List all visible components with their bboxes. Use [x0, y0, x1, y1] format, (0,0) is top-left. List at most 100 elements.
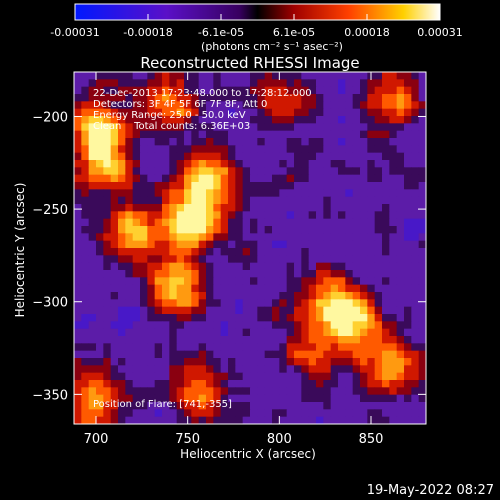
heatmap-cell	[257, 240, 266, 249]
heatmap-cell	[169, 189, 178, 198]
heatmap-cell	[418, 130, 427, 139]
heatmap-cell	[389, 226, 398, 234]
heatmap-cell	[213, 343, 222, 352]
heatmap-cell	[389, 204, 398, 212]
heatmap-cell	[301, 152, 310, 161]
heatmap-cell	[235, 233, 244, 242]
heatmap-cell	[176, 138, 185, 146]
heatmap-cell	[286, 380, 295, 388]
heatmap-cell	[213, 350, 222, 359]
heatmap-cell	[74, 138, 82, 146]
heatmap-cell	[286, 365, 295, 374]
heatmap-cell	[389, 211, 398, 220]
heatmap-cell	[345, 218, 354, 227]
heatmap-cell	[264, 402, 273, 410]
heatmap-cell	[228, 321, 236, 330]
heatmap-cell	[118, 255, 126, 264]
heatmap-cell	[206, 218, 214, 227]
heatmap-cell	[257, 86, 266, 95]
heatmap-cell	[147, 387, 156, 396]
heatmap-cell	[103, 387, 112, 396]
heatmap-cell	[228, 226, 236, 234]
heatmap-cell	[162, 86, 170, 95]
heatmap-cell	[352, 365, 361, 374]
heatmap-cell	[88, 79, 97, 88]
heatmap-cell	[213, 218, 222, 227]
heatmap-cell	[396, 145, 405, 154]
heatmap-cell	[257, 270, 266, 278]
heatmap-cell	[418, 174, 427, 183]
heatmap-cell	[198, 108, 207, 117]
heatmap-cell	[360, 402, 368, 410]
heatmap-cell	[411, 123, 420, 132]
x-tick-label: 800	[267, 432, 292, 447]
heatmap-cell	[147, 94, 156, 102]
heatmap-cell	[360, 336, 368, 344]
heatmap-cell	[367, 160, 376, 168]
heatmap-cell	[206, 343, 214, 352]
heatmap-cell	[338, 94, 346, 102]
heatmap-cell	[352, 328, 361, 337]
heatmap-cell	[191, 372, 200, 381]
heatmap-cell	[294, 79, 302, 88]
heatmap-cell	[235, 372, 244, 381]
heatmap-cell	[184, 270, 192, 278]
heatmap-cell	[330, 409, 339, 418]
heatmap-cell	[411, 182, 420, 190]
heatmap-cell	[184, 226, 192, 234]
heatmap-cell	[184, 196, 192, 205]
heatmap-cell	[330, 299, 339, 308]
heatmap-cell	[404, 343, 412, 352]
heatmap-cell	[74, 350, 82, 359]
y-axis-label: Heliocentric Y (arcsec)	[13, 183, 27, 318]
heatmap-cell	[118, 204, 126, 212]
heatmap-cell	[294, 343, 302, 352]
heatmap-cell	[220, 416, 229, 425]
heatmap-cell	[352, 380, 361, 388]
heatmap-cell	[140, 416, 148, 425]
heatmap-cell	[118, 292, 126, 300]
heatmap-cell	[147, 86, 156, 95]
heatmap-cell	[162, 196, 170, 205]
heatmap-cell	[374, 277, 383, 286]
heatmap-cell	[191, 189, 200, 198]
heatmap-cell	[323, 204, 332, 212]
heatmap-cell	[88, 211, 97, 220]
heatmap-cell	[191, 292, 200, 300]
heatmap-cell	[213, 358, 222, 366]
heatmap-cell	[198, 116, 207, 124]
heatmap-cell	[147, 365, 156, 374]
heatmap-cell	[125, 108, 134, 117]
heatmap-cell	[140, 277, 148, 286]
heatmap-cell	[257, 94, 266, 102]
heatmap-cell	[338, 130, 346, 139]
heatmap-cell	[396, 402, 405, 410]
heatmap-cell	[411, 314, 420, 322]
heatmap-cell	[338, 299, 346, 308]
heatmap-cell	[169, 94, 178, 102]
heatmap-cell	[301, 130, 310, 139]
heatmap-cell	[228, 365, 236, 374]
heatmap-cell	[162, 299, 170, 308]
heatmap-cell	[220, 387, 229, 396]
heatmap-cell	[154, 336, 163, 344]
heatmap-cell	[345, 350, 354, 359]
heatmap-cell	[110, 101, 119, 110]
heatmap-cell	[132, 79, 141, 88]
heatmap-cell	[345, 108, 354, 117]
heatmap-cell	[96, 270, 104, 278]
heatmap-cell	[169, 167, 178, 176]
heatmap-cell	[374, 343, 383, 352]
heatmap-cell	[103, 343, 112, 352]
heatmap-cell	[81, 336, 90, 344]
heatmap-cell	[264, 306, 273, 315]
heatmap-cell	[81, 145, 90, 154]
heatmap-cell	[374, 130, 383, 139]
heatmap-cell	[338, 358, 346, 366]
heatmap-cell	[213, 284, 222, 293]
heatmap-cell	[360, 152, 368, 161]
heatmap-cell	[308, 365, 317, 374]
heatmap-cell	[294, 292, 302, 300]
heatmap-cell	[96, 350, 104, 359]
heatmap-cell	[242, 350, 251, 359]
